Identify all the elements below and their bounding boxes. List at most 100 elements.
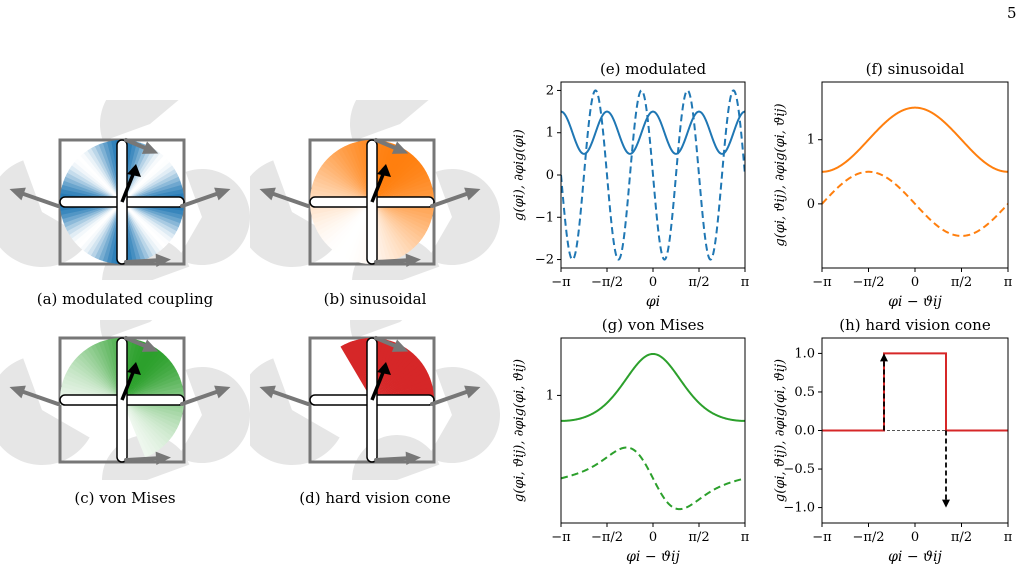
y-axis-label: g(φi, ϑij), ∂φig(φi, ϑij) (773, 359, 788, 502)
fan-segment (313, 176, 372, 202)
fan-segment (122, 363, 175, 400)
fan-segment (326, 155, 372, 202)
fan-segment (372, 370, 429, 400)
fan-segment (122, 202, 158, 256)
series-dashed (561, 89, 745, 261)
fan-segment (372, 202, 400, 260)
heading-arrow (120, 171, 136, 203)
neighbour-arrowhead (259, 187, 276, 201)
x-tick-label: 0 (649, 530, 657, 545)
fan-segment (372, 161, 423, 202)
y-tick-label: 1 (546, 388, 554, 403)
diagram-hard-vision-cone (250, 320, 500, 480)
fan-segment (63, 374, 122, 400)
neighbour-arrow (374, 258, 414, 264)
fan-segment (315, 172, 372, 202)
fan-segment (372, 366, 427, 400)
neighbour-cone (250, 160, 340, 267)
neighbour-arrowhead (9, 385, 26, 399)
plot-area (822, 106, 1008, 237)
neighbour-arrows (9, 138, 231, 268)
fan-segment (330, 202, 372, 252)
fan-segment (348, 341, 372, 400)
fan-segment (122, 400, 164, 449)
fan-segment (71, 360, 122, 400)
neighbour-arrow (266, 190, 310, 208)
fan-segment (372, 202, 418, 249)
fan-segment (344, 144, 372, 202)
fan-segment (87, 202, 122, 257)
series-solid (822, 352, 1008, 432)
fan-segment (71, 202, 122, 243)
chart-h: (h) hard vision cone φi − ϑij g(φi, ϑij), … (773, 316, 1013, 565)
fan-segment (122, 359, 173, 400)
fan-segment (317, 202, 372, 236)
x-axis-label: φi − ϑij (626, 549, 680, 565)
neighbour-arrowhead (464, 187, 481, 201)
fan-segment (69, 363, 122, 400)
x-tick-label: π (741, 275, 750, 290)
caption-a: (a) modulated coupling (36, 290, 214, 308)
fan-segment (90, 344, 122, 400)
fan-segment (122, 400, 170, 444)
heading-arrowhead (127, 362, 141, 375)
y-axis-label: g(φi, ϑij), ∂φig(φi, ϑij) (773, 103, 788, 246)
neighbour-arrow (374, 456, 414, 462)
neighbour-cone (349, 100, 429, 142)
x-axis-label: φi − ϑij (888, 294, 942, 310)
fan-segment (71, 162, 122, 202)
fan-segment (80, 202, 122, 252)
x-axis-label: φi − ϑij (888, 549, 942, 565)
fan-segment (337, 202, 372, 257)
fan-segment (63, 202, 122, 228)
y-tick-label: −2 (535, 253, 554, 268)
fan-segment (372, 202, 411, 254)
fan-segment (372, 202, 425, 239)
fan-segment (122, 202, 175, 239)
y-tick-label: −0.5 (783, 462, 815, 477)
neighbour-arrowhead (141, 339, 159, 352)
neighbour-arrowhead (391, 141, 409, 154)
y-axis-label: g(φi), ∂φig(φi) (512, 129, 527, 221)
fan-segment (98, 341, 122, 400)
fan-segment (319, 202, 372, 239)
neighbour-cone (250, 358, 340, 465)
neighbour-cone (428, 169, 500, 265)
series-dashed (561, 446, 745, 511)
fan-segment (98, 202, 122, 262)
fan-segment (122, 400, 154, 456)
fan-segment (80, 153, 122, 202)
chart-title: (g) von Mises (602, 316, 704, 334)
chart-f: (f) sinusoidal φi − ϑij g(φi, ϑij), ∂φig(φ… (773, 60, 1013, 310)
fan-segment (319, 165, 372, 202)
x-tick-label: −π (812, 530, 832, 545)
y-tick-label: 0.0 (794, 424, 815, 439)
fan-segment (122, 176, 181, 202)
caption-d: (d) hard vision cone (299, 489, 451, 507)
delta-arrowhead (942, 499, 950, 508)
fan-segment (324, 158, 372, 202)
fan-segment (344, 342, 372, 400)
fan-segment (66, 169, 122, 202)
axes-frame (821, 337, 1009, 524)
fan-segment (372, 374, 431, 400)
x-tick-label: π (1004, 275, 1013, 290)
fan-segment (69, 202, 122, 239)
heading-arrow (370, 171, 386, 203)
fan-segment (344, 202, 372, 260)
fan-segment (372, 202, 420, 246)
fan-segment (122, 150, 161, 202)
x-tick-label: 0 (649, 275, 657, 290)
fan-segment (122, 152, 164, 202)
fan-segment (122, 400, 175, 437)
fan-segment (122, 202, 181, 228)
axes-frame (560, 81, 746, 269)
series-solid (561, 352, 745, 422)
heading-arrowhead (377, 362, 391, 375)
fan-segment (122, 348, 161, 400)
series-dashed (822, 170, 1008, 237)
chart-e: (e) modulated φi g(φi), ∂φig(φi) −π −π/2 0 π/2… (512, 60, 750, 310)
fan-segment (122, 370, 179, 400)
fan-segment (86, 148, 122, 202)
fan-segment (372, 363, 425, 400)
